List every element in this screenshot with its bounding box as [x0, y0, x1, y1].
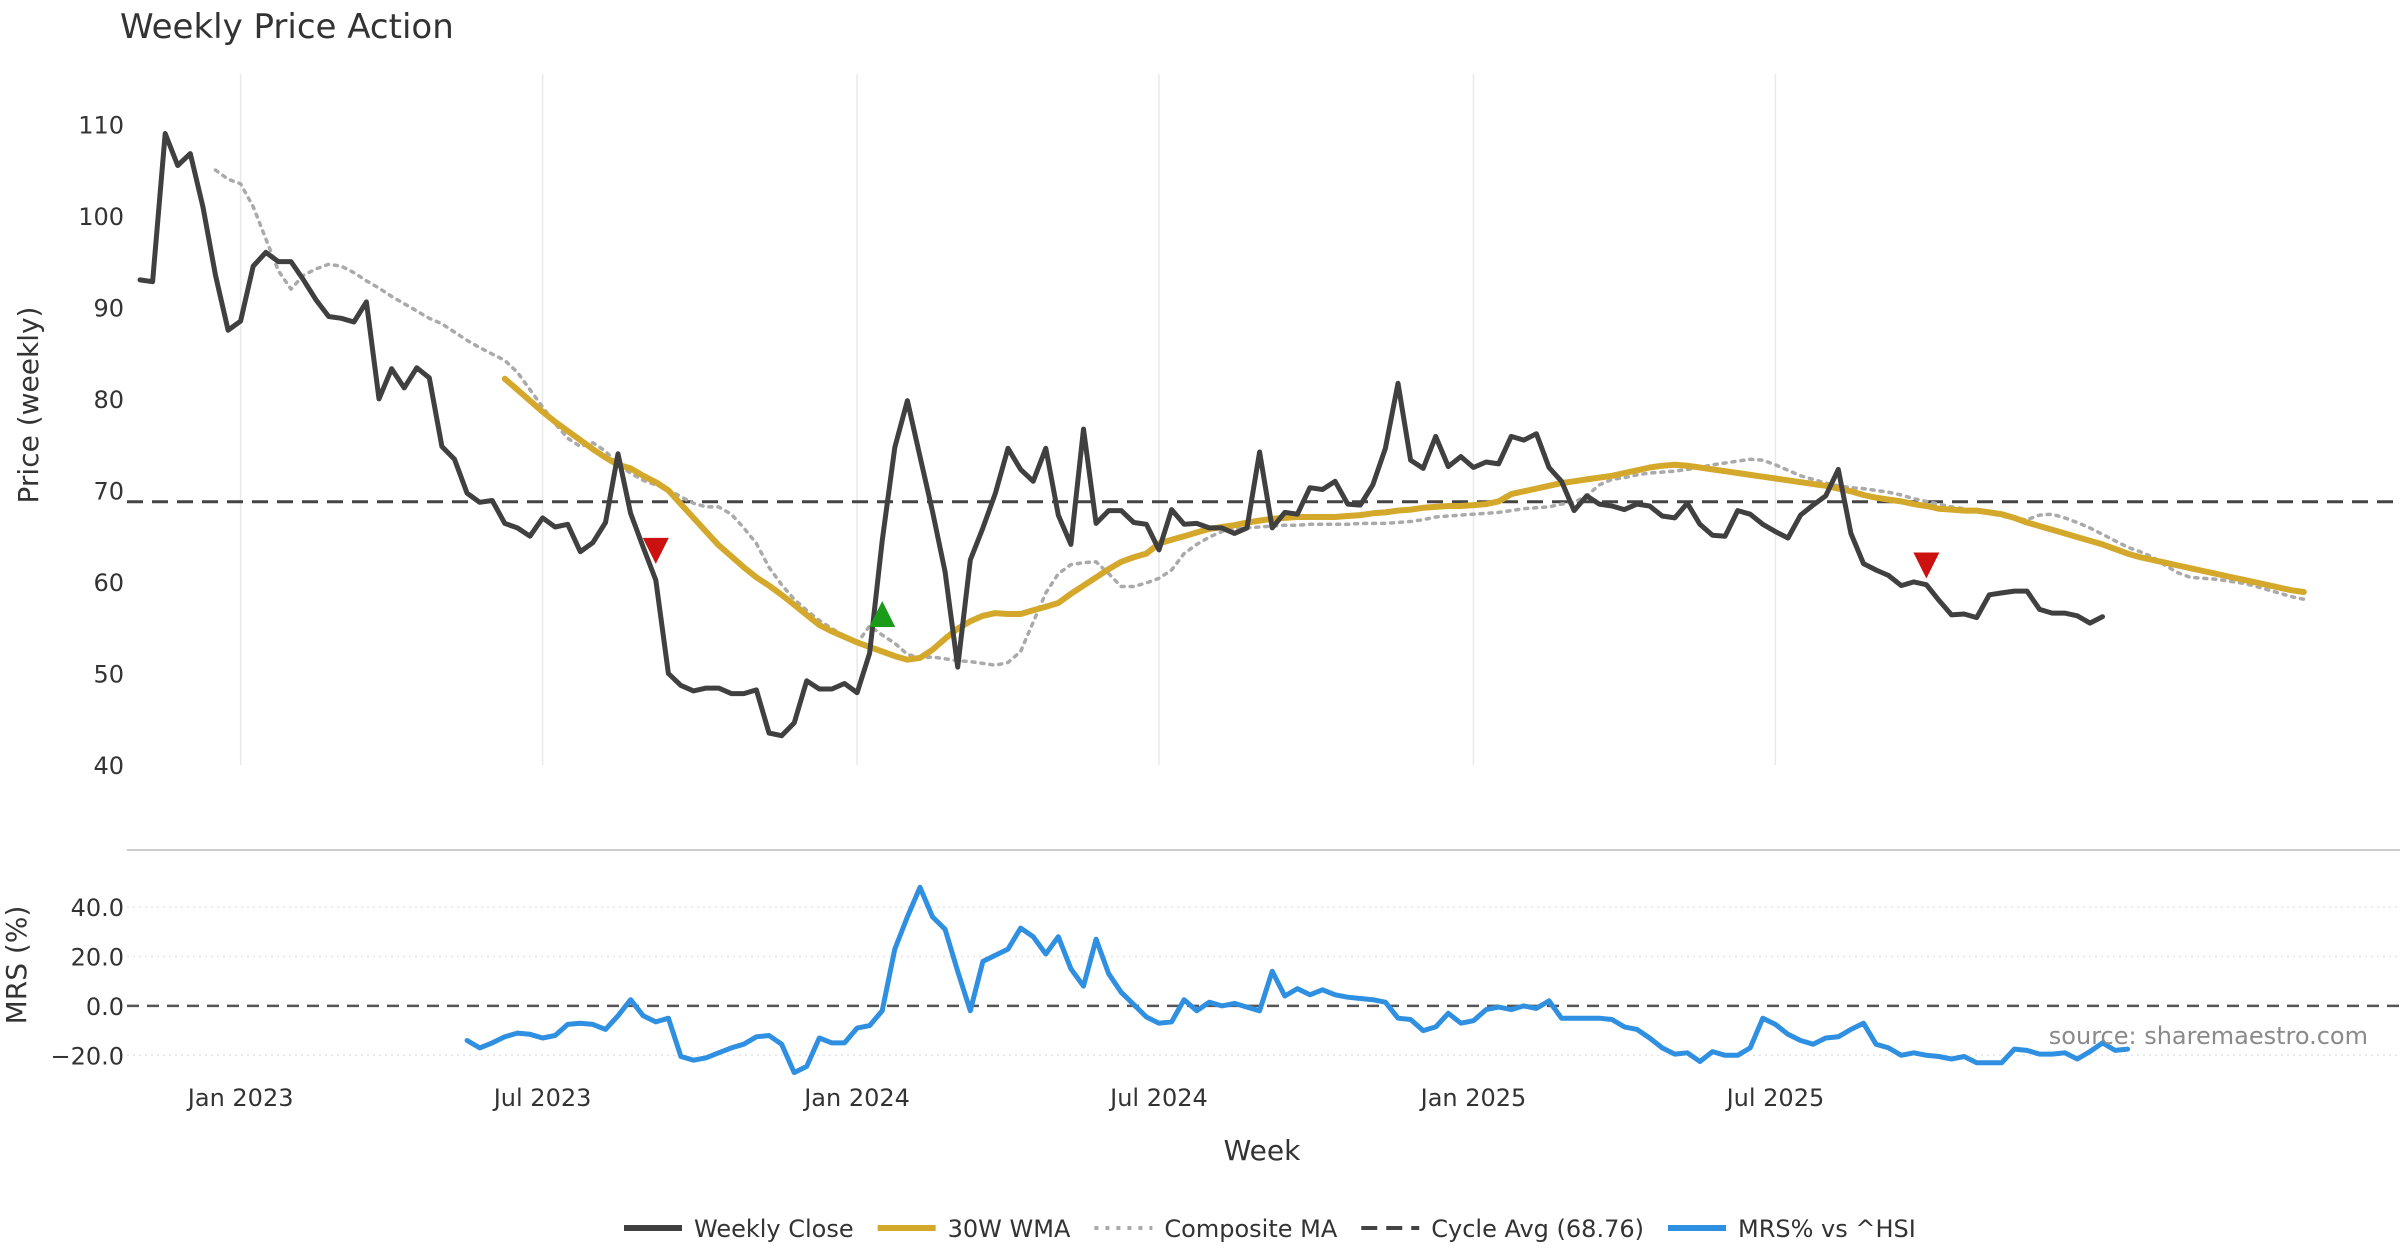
series-30w-wma [501, 375, 2307, 663]
legend-label: Composite MA [1164, 1215, 1337, 1243]
x-tick-jul-2024: Jul 2024 [1108, 1084, 1208, 1112]
price-y-tick-label: 80 [93, 386, 124, 414]
price-y-tick-label: 70 [93, 477, 124, 505]
series-weekly-close [137, 131, 2105, 739]
x-tick-jul-2023: Jul 2023 [492, 1084, 592, 1112]
mrs-y-tick-label: 40.0 [71, 894, 124, 922]
legend-item-cycle-avg-68-76: Cycle Avg (68.76) [1361, 1215, 1644, 1243]
mrs-y-tick-label: −20.0 [50, 1042, 124, 1070]
legend-label: Cycle Avg (68.76) [1431, 1215, 1644, 1243]
legend-item-composite-ma: Composite MA [1094, 1215, 1338, 1243]
mrs-grid [127, 906, 2400, 1057]
legend-label: 30W WMA [948, 1215, 1071, 1243]
signal-markers [642, 537, 1940, 627]
price-y-tick-label: 40 [93, 752, 124, 780]
legend-label: MRS% vs ^HSI [1738, 1215, 1916, 1243]
x-tick-jul-2025: Jul 2025 [1725, 1084, 1825, 1112]
x-tick-jan-2023: Jan 2023 [186, 1084, 294, 1112]
price-series [127, 131, 2400, 739]
legend-item-30w-wma: 30W WMA [877, 1215, 1071, 1243]
mrs-y-axis-label: MRS (%) [0, 906, 33, 1025]
chart-title: Weekly Price Action [120, 7, 454, 47]
legend: Weekly Close 30W WMA Composite MA Cycle Avg… [624, 1215, 1916, 1243]
x-tick-jan-2024: Jan 2024 [802, 1084, 910, 1112]
price-y-ticks: 40 50 60 70 80 90 100 110 [78, 111, 124, 780]
mrs-series [464, 884, 2131, 1076]
legend-item-weekly-close: Weekly Close [624, 1215, 854, 1243]
buy-signal-marker-2 [869, 600, 896, 627]
sell-signal-marker-1 [642, 537, 669, 564]
price-y-axis-label: Price (weekly) [12, 307, 45, 504]
sell-signal-marker-3 [1913, 552, 1940, 579]
source-note: source: sharemaestro.com [2049, 1022, 2368, 1050]
x-axis-ticks: Jan 2023 Jul 2023 Jan 2024 Jul 2024 Jan 2025… [186, 1084, 1824, 1112]
mrs-y-tick-label: 20.0 [71, 943, 124, 971]
series-composite-ma [213, 168, 2306, 667]
legend-label: Weekly Close [694, 1215, 854, 1243]
price-y-tick-label: 90 [93, 294, 124, 322]
x-tick-jan-2025: Jan 2025 [1419, 1084, 1527, 1112]
x-axis-label: Week [1224, 1134, 1301, 1167]
price-y-tick-label: 110 [78, 111, 124, 139]
price-y-tick-label: 60 [93, 569, 124, 597]
price-y-tick-label: 100 [78, 203, 124, 231]
price-grid [239, 74, 1777, 765]
series-mrs-vs-hsi [464, 884, 2131, 1076]
mrs-y-ticks: 40.0 20.0 0.0 −20.0 [50, 894, 124, 1070]
legend-item-mrs-vs-hsi: MRS% vs ^HSI [1667, 1215, 1916, 1243]
mrs-y-tick-label: 0.0 [86, 993, 124, 1021]
price-y-tick-label: 50 [93, 660, 124, 688]
